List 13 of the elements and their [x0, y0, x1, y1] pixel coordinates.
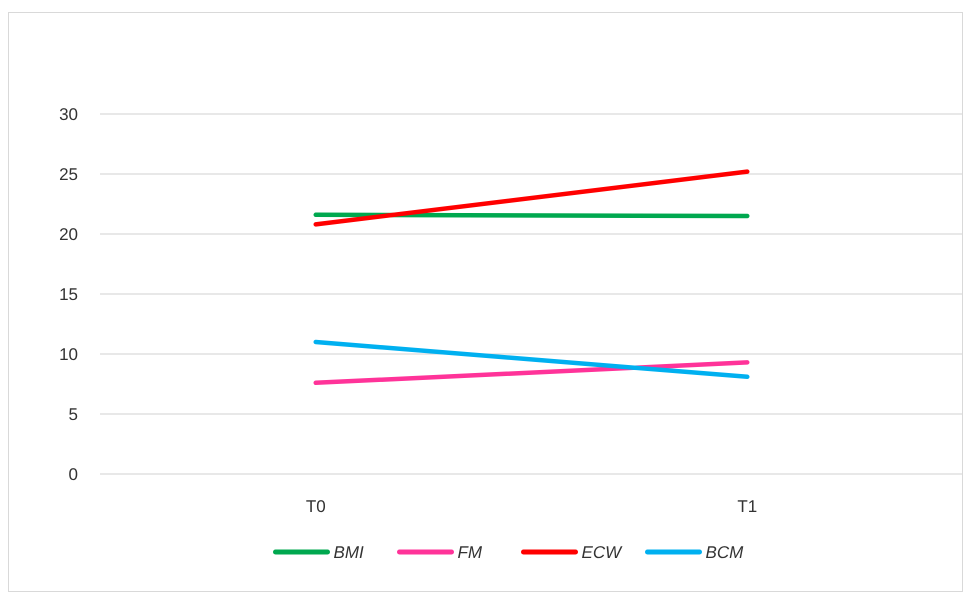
legend-label: FM [458, 543, 483, 562]
y-tick-label: 30 [59, 104, 78, 124]
y-tick-label: 10 [59, 344, 78, 364]
legend-label: BCM [706, 543, 744, 562]
y-tick-label: 5 [68, 404, 78, 424]
x-tick-label: T0 [306, 497, 326, 516]
x-tick-label: T1 [737, 497, 758, 516]
y-tick-label: 15 [59, 284, 78, 304]
legend-label: ECW [582, 543, 624, 562]
y-tick-label: 25 [59, 164, 78, 184]
y-tick-label: 0 [68, 464, 78, 484]
y-tick-label: 20 [59, 224, 78, 244]
legend-label: BMI [334, 543, 364, 562]
